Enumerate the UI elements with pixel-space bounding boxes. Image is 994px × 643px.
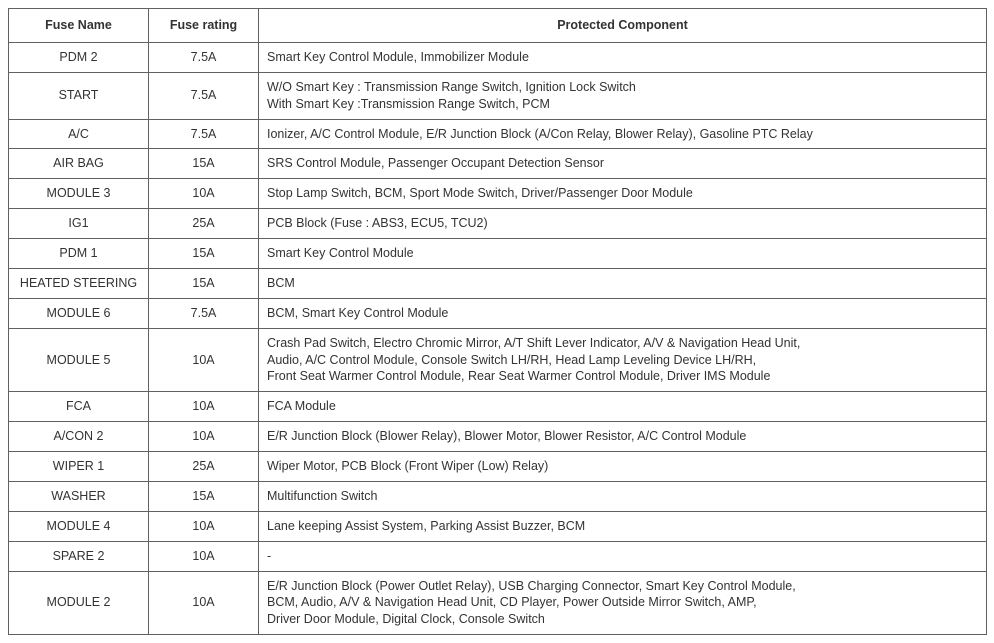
protected-component-cell: FCA Module: [259, 392, 987, 422]
protected-component-cell: Stop Lamp Switch, BCM, Sport Mode Switch…: [259, 179, 987, 209]
protected-component-cell: Lane keeping Assist System, Parking Assi…: [259, 511, 987, 541]
fuse-rating-cell: 7.5A: [149, 72, 259, 119]
fuse-name-cell: FCA: [9, 392, 149, 422]
table-row: MODULE 210AE/R Junction Block (Power Out…: [9, 571, 987, 635]
table-row: FCA10AFCA Module: [9, 392, 987, 422]
table-row: PDM 27.5ASmart Key Control Module, Immob…: [9, 42, 987, 72]
col-header-fuse-name: Fuse Name: [9, 9, 149, 43]
table-row: PDM 115ASmart Key Control Module: [9, 239, 987, 269]
fuse-rating-cell: 10A: [149, 392, 259, 422]
fuse-name-cell: A/C: [9, 119, 149, 149]
protected-component-cell: Smart Key Control Module: [259, 239, 987, 269]
fuse-rating-cell: 25A: [149, 452, 259, 482]
protected-component-cell: BCM, Smart Key Control Module: [259, 298, 987, 328]
fuse-name-cell: SPARE 2: [9, 541, 149, 571]
table-row: WASHER15AMultifunction Switch: [9, 481, 987, 511]
fuse-rating-cell: 7.5A: [149, 298, 259, 328]
protected-component-cell: PCB Block (Fuse : ABS3, ECU5, TCU2): [259, 209, 987, 239]
fuse-name-cell: WASHER: [9, 481, 149, 511]
fuse-rating-cell: 15A: [149, 239, 259, 269]
fuse-name-cell: AIR BAG: [9, 149, 149, 179]
fuse-name-cell: MODULE 2: [9, 571, 149, 635]
protected-component-cell: E/R Junction Block (Power Outlet Relay),…: [259, 571, 987, 635]
table-row: WIPER 125AWiper Motor, PCB Block (Front …: [9, 452, 987, 482]
table-header: Fuse Name Fuse rating Protected Componen…: [9, 9, 987, 43]
fuse-rating-cell: 25A: [149, 209, 259, 239]
table-row: SPARE 210A-: [9, 541, 987, 571]
fuse-rating-cell: 10A: [149, 328, 259, 392]
protected-component-cell: Smart Key Control Module, Immobilizer Mo…: [259, 42, 987, 72]
table-row: MODULE 67.5ABCM, Smart Key Control Modul…: [9, 298, 987, 328]
fuse-rating-cell: 15A: [149, 481, 259, 511]
fuse-rating-cell: 10A: [149, 179, 259, 209]
protected-component-cell: Crash Pad Switch, Electro Chromic Mirror…: [259, 328, 987, 392]
table-row: IG125APCB Block (Fuse : ABS3, ECU5, TCU2…: [9, 209, 987, 239]
protected-component-cell: Multifunction Switch: [259, 481, 987, 511]
fuse-rating-cell: 15A: [149, 149, 259, 179]
table-body: PDM 27.5ASmart Key Control Module, Immob…: [9, 42, 987, 634]
protected-component-cell: SRS Control Module, Passenger Occupant D…: [259, 149, 987, 179]
table-row: START7.5AW/O Smart Key : Transmission Ra…: [9, 72, 987, 119]
fuse-rating-cell: 10A: [149, 422, 259, 452]
table-row: HEATED STEERING15ABCM: [9, 268, 987, 298]
fuse-name-cell: IG1: [9, 209, 149, 239]
fuse-rating-cell: 10A: [149, 511, 259, 541]
fuse-name-cell: PDM 2: [9, 42, 149, 72]
protected-component-cell: -: [259, 541, 987, 571]
table-row: MODULE 410ALane keeping Assist System, P…: [9, 511, 987, 541]
fuse-name-cell: MODULE 3: [9, 179, 149, 209]
table-row: MODULE 510ACrash Pad Switch, Electro Chr…: [9, 328, 987, 392]
fuse-name-cell: MODULE 5: [9, 328, 149, 392]
table-row: AIR BAG15ASRS Control Module, Passenger …: [9, 149, 987, 179]
protected-component-cell: BCM: [259, 268, 987, 298]
fuse-name-cell: START: [9, 72, 149, 119]
fuse-rating-cell: 7.5A: [149, 119, 259, 149]
fuse-table: Fuse Name Fuse rating Protected Componen…: [8, 8, 987, 635]
fuse-name-cell: MODULE 6: [9, 298, 149, 328]
fuse-name-cell: A/CON 2: [9, 422, 149, 452]
fuse-rating-cell: 10A: [149, 571, 259, 635]
protected-component-cell: W/O Smart Key : Transmission Range Switc…: [259, 72, 987, 119]
table-row: A/CON 210AE/R Junction Block (Blower Rel…: [9, 422, 987, 452]
fuse-rating-cell: 10A: [149, 541, 259, 571]
fuse-name-cell: MODULE 4: [9, 511, 149, 541]
col-header-protected-component: Protected Component: [259, 9, 987, 43]
fuse-name-cell: HEATED STEERING: [9, 268, 149, 298]
fuse-rating-cell: 7.5A: [149, 42, 259, 72]
protected-component-cell: Ionizer, A/C Control Module, E/R Junctio…: [259, 119, 987, 149]
fuse-name-cell: PDM 1: [9, 239, 149, 269]
protected-component-cell: E/R Junction Block (Blower Relay), Blowe…: [259, 422, 987, 452]
fuse-rating-cell: 15A: [149, 268, 259, 298]
fuse-name-cell: WIPER 1: [9, 452, 149, 482]
col-header-fuse-rating: Fuse rating: [149, 9, 259, 43]
table-row: A/C7.5AIonizer, A/C Control Module, E/R …: [9, 119, 987, 149]
table-row: MODULE 310AStop Lamp Switch, BCM, Sport …: [9, 179, 987, 209]
protected-component-cell: Wiper Motor, PCB Block (Front Wiper (Low…: [259, 452, 987, 482]
